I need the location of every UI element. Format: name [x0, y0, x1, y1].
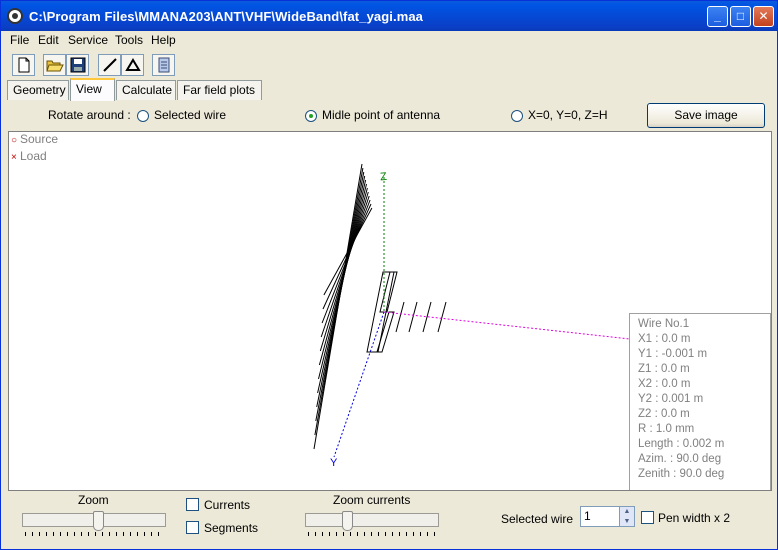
app-icon[interactable]	[7, 8, 23, 24]
currents-label[interactable]: Currents	[204, 498, 251, 512]
wire-zenith: Zenith : 90.0 deg	[638, 468, 725, 480]
title-bar[interactable]: C:\Program Files\MMANA203\ANT\VHF\WideBa…	[1, 1, 777, 31]
legend-load: × Load	[11, 149, 47, 163]
menu-help[interactable]: Help	[151, 33, 176, 47]
zoom-ticks	[25, 532, 165, 536]
tab-calculate[interactable]: Calculate	[116, 80, 176, 100]
legend-source: ○ Source	[11, 132, 58, 146]
draw-line-icon[interactable]	[98, 54, 121, 76]
wire-z1: Z1 : 0.0 m	[638, 363, 690, 375]
tab-geometry[interactable]: Geometry	[7, 80, 69, 100]
selected-wire-input[interactable]: 1	[580, 506, 620, 527]
wire-x2: X2 : 0.0 m	[638, 378, 691, 390]
tab-far-field-plots[interactable]: Far field plots	[177, 80, 262, 100]
new-file-icon[interactable]	[12, 54, 35, 76]
pen-width-checkbox[interactable]	[641, 511, 654, 524]
zoom-slider[interactable]	[22, 511, 166, 531]
zoom-label: Zoom	[78, 493, 109, 507]
load-mark: ×	[11, 152, 17, 163]
tab-view[interactable]: View	[70, 78, 115, 101]
menu-edit[interactable]: Edit	[38, 33, 59, 47]
wire-radius: R : 1.0 mm	[638, 423, 695, 435]
x-axis	[383, 311, 640, 341]
reflector-wire	[322, 203, 372, 310]
driven-element	[366, 271, 398, 353]
reflector-wire	[320, 195, 370, 338]
zoom-slider-thumb[interactable]	[93, 511, 104, 531]
zoom-currents-slider[interactable]	[305, 511, 439, 531]
legend-source-label: Source	[20, 132, 59, 146]
window-title: C:\Program Files\MMANA203\ANT\VHF\WideBa…	[29, 9, 424, 24]
antenna-view-canvas[interactable]: ○ Source × Load Z Y Wire No.1 X1 : 0.0 m Y…	[8, 131, 772, 491]
director-wire	[395, 301, 405, 333]
selected-wire-spinner[interactable]: ▲ ▼	[619, 506, 635, 527]
menu-tools[interactable]: Tools	[115, 33, 144, 47]
y-axis	[333, 311, 385, 458]
pen-width-label[interactable]: Pen width x 2	[658, 511, 731, 525]
menu-bar: File Edit Service Tools Help	[1, 31, 777, 50]
zoom-currents-ticks	[308, 532, 438, 536]
triangle-icon[interactable]	[121, 54, 144, 76]
wire-azimuth: Azim. : 90.0 deg	[638, 453, 722, 465]
selected-wire-label: Selected wire	[501, 512, 574, 526]
menu-file[interactable]: File	[10, 33, 30, 47]
wire-z2: Z2 : 0.0 m	[638, 408, 690, 420]
director-wire	[437, 301, 447, 333]
save-image-button[interactable]: Save image	[647, 103, 765, 128]
wire-y1: Y1 : -0.001 m	[638, 348, 708, 360]
reflector-wire	[323, 207, 373, 296]
segments-checkbox[interactable]	[186, 521, 199, 534]
radio-origin-h-label[interactable]: X=0, Y=0, Z=H	[528, 108, 608, 122]
reflector-wire	[321, 199, 371, 324]
database-icon[interactable]	[152, 54, 175, 76]
legend-load-label: Load	[20, 149, 47, 163]
radio-origin-h[interactable]	[511, 110, 523, 122]
reflector-wire	[318, 187, 368, 366]
director-elements	[395, 301, 447, 333]
close-button[interactable]: ✕	[753, 6, 774, 27]
maximize-button[interactable]: □	[730, 6, 751, 27]
reflector-wire	[319, 191, 369, 352]
open-folder-icon[interactable]	[43, 54, 66, 76]
zoom-currents-slider-thumb[interactable]	[342, 511, 353, 531]
menu-service[interactable]: Service	[68, 33, 109, 47]
zoom-currents-label: Zoom currents	[333, 493, 411, 507]
radio-midle-point[interactable]	[305, 110, 317, 122]
y-axis-label: Y	[330, 457, 338, 469]
radio-selected-wire-label[interactable]: Selected wire	[154, 108, 227, 122]
rotate-label: Rotate around :	[48, 108, 131, 122]
rotate-options: Rotate around : Selected wire Midle poin…	[8, 101, 775, 131]
source-mark: ○	[11, 135, 18, 146]
wire-number: Wire No.1	[638, 318, 690, 330]
reflector-elements	[313, 163, 373, 450]
director-wire	[408, 301, 418, 333]
wire-y2: Y2 : 0.001 m	[638, 393, 704, 405]
director-wire	[422, 301, 432, 333]
wire-length: Length : 0.002 m	[638, 438, 725, 450]
spin-down-icon[interactable]: ▼	[623, 518, 631, 525]
toolbar	[1, 52, 777, 79]
currents-checkbox[interactable]	[186, 498, 199, 511]
bottom-controls: Zoom Currents Segments Zoom currents Sel…	[8, 492, 775, 548]
radio-selected-wire[interactable]	[137, 110, 149, 122]
wire-x1: X1 : 0.0 m	[638, 333, 691, 345]
minimize-button[interactable]: _	[707, 6, 728, 27]
segments-label[interactable]: Segments	[204, 521, 259, 535]
z-axis-label: Z	[380, 171, 388, 184]
radio-midle-point-label[interactable]: Midle point of antenna	[322, 108, 441, 122]
spin-up-icon[interactable]: ▲	[623, 508, 631, 515]
wire-info-panel: Wire No.1 X1 : 0.0 m Y1 : -0.001 m Z1 : …	[629, 313, 771, 490]
antenna-3d-view: Z Y	[313, 163, 640, 469]
save-disk-icon[interactable]	[66, 54, 89, 76]
